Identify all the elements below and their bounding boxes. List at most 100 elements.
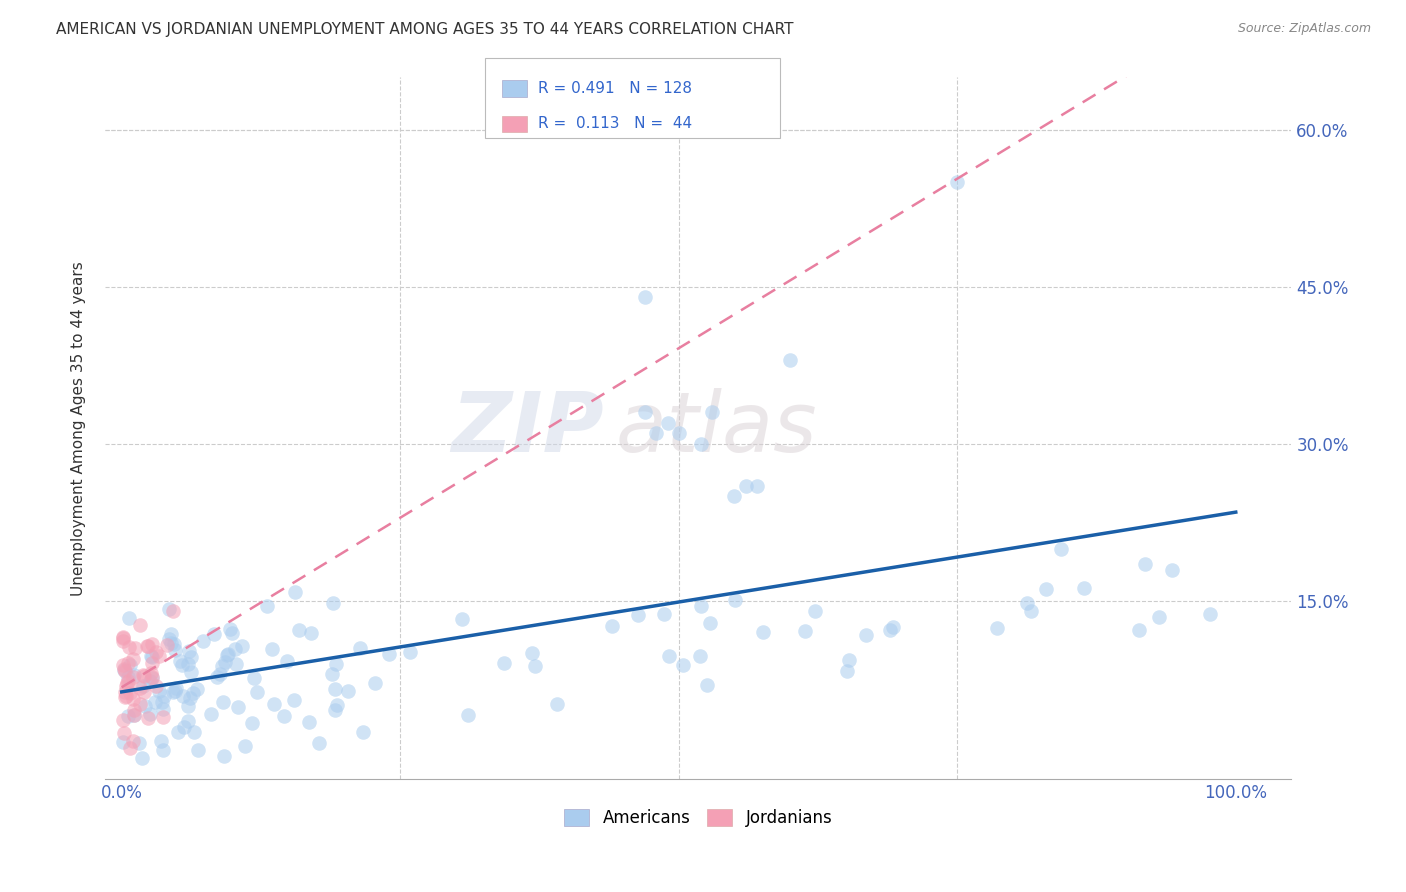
Point — [152, 701, 174, 715]
Point — [1128, 623, 1150, 637]
Point — [205, 670, 228, 684]
Point — [246, 685, 269, 699]
Point — [111, 713, 134, 727]
Point — [668, 426, 690, 441]
Point — [157, 632, 180, 646]
Point — [209, 666, 232, 681]
Point — [804, 604, 827, 618]
Point — [752, 624, 775, 639]
Point — [690, 599, 713, 613]
Point — [214, 655, 236, 669]
Point — [149, 733, 172, 747]
Point — [114, 690, 136, 704]
Point — [794, 624, 817, 638]
Point — [132, 679, 155, 693]
Y-axis label: Unemployment Among Ages 35 to 44 years: Unemployment Among Ages 35 to 44 years — [72, 260, 86, 596]
Point — [634, 290, 657, 304]
Point — [524, 659, 547, 673]
Point — [212, 695, 235, 709]
Point — [124, 668, 146, 682]
Point — [176, 657, 198, 671]
Point — [117, 673, 139, 688]
Point — [1198, 607, 1220, 621]
Point — [112, 663, 135, 677]
Point — [273, 708, 295, 723]
Point — [298, 714, 321, 729]
Text: R = 0.491   N = 128: R = 0.491 N = 128 — [538, 81, 693, 96]
Point — [657, 416, 679, 430]
Point — [645, 426, 668, 441]
Text: R =  0.113   N =  44: R = 0.113 N = 44 — [538, 116, 693, 131]
Point — [689, 648, 711, 663]
Point — [946, 175, 969, 189]
Point — [131, 751, 153, 765]
Point — [321, 667, 343, 681]
Point — [136, 711, 159, 725]
Point — [145, 645, 167, 659]
Point — [336, 683, 359, 698]
Point — [117, 709, 139, 723]
Point — [200, 706, 222, 721]
Point — [112, 631, 135, 645]
Point — [1135, 558, 1157, 572]
Point — [214, 748, 236, 763]
Point — [128, 617, 150, 632]
Point — [122, 707, 145, 722]
Point — [202, 626, 225, 640]
Point — [399, 645, 422, 659]
Point — [129, 681, 152, 695]
Point — [699, 615, 721, 630]
Point — [450, 612, 472, 626]
Point — [180, 650, 202, 665]
Point — [702, 405, 724, 419]
Point — [652, 607, 675, 622]
Point — [1050, 541, 1073, 556]
Point — [276, 654, 298, 668]
Point — [114, 685, 136, 699]
Point — [226, 699, 249, 714]
Point — [745, 479, 768, 493]
Point — [156, 638, 179, 652]
Point — [183, 724, 205, 739]
Point — [117, 676, 139, 690]
Point — [172, 690, 194, 704]
Point — [723, 489, 745, 503]
Point — [187, 743, 209, 757]
Point — [838, 653, 860, 667]
Point — [1073, 581, 1095, 595]
Point — [138, 674, 160, 689]
Point — [634, 405, 657, 419]
Point — [152, 743, 174, 757]
Point — [162, 684, 184, 698]
Point — [129, 697, 152, 711]
Point — [141, 670, 163, 684]
Point — [118, 640, 141, 654]
Point — [121, 734, 143, 748]
Point — [145, 680, 167, 694]
Point — [165, 643, 187, 657]
Point — [139, 649, 162, 664]
Legend: Americans, Jordanians: Americans, Jordanians — [558, 802, 839, 834]
Point — [122, 707, 145, 722]
Point — [177, 644, 200, 658]
Point — [167, 724, 190, 739]
Point — [231, 639, 253, 653]
Point — [111, 657, 134, 672]
Point — [256, 599, 278, 614]
Point — [111, 735, 134, 749]
Text: Source: ZipAtlas.com: Source: ZipAtlas.com — [1237, 22, 1371, 36]
Point — [139, 706, 162, 721]
Point — [124, 641, 146, 656]
Point — [177, 699, 200, 714]
Point — [112, 726, 135, 740]
Point — [690, 437, 713, 451]
Point — [165, 684, 187, 698]
Point — [211, 659, 233, 673]
Point — [1161, 563, 1184, 577]
Point — [1035, 582, 1057, 596]
Point — [148, 684, 170, 698]
Point — [779, 353, 801, 368]
Point — [122, 651, 145, 665]
Point — [696, 678, 718, 692]
Point — [170, 658, 193, 673]
